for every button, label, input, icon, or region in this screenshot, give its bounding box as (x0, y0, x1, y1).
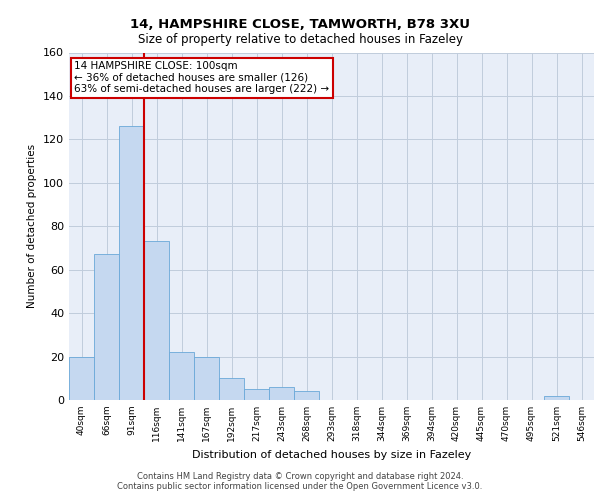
Bar (244, 389, 269, 400)
Y-axis label: Number of detached properties: Number of detached properties (28, 144, 37, 308)
Bar (294, 392, 319, 400)
Text: Contains public sector information licensed under the Open Government Licence v3: Contains public sector information licen… (118, 482, 482, 491)
Bar (194, 356, 219, 400)
Bar (144, 242, 169, 400)
Bar (219, 378, 244, 400)
Text: 14, HAMPSHIRE CLOSE, TAMWORTH, B78 3XU: 14, HAMPSHIRE CLOSE, TAMWORTH, B78 3XU (130, 18, 470, 30)
Bar (119, 126, 144, 400)
Bar (269, 387, 294, 400)
Text: Size of property relative to detached houses in Fazeley: Size of property relative to detached ho… (137, 32, 463, 46)
Bar (69, 356, 94, 400)
Text: Contains HM Land Registry data © Crown copyright and database right 2024.: Contains HM Land Registry data © Crown c… (137, 472, 463, 481)
Bar (94, 254, 119, 400)
Text: 14 HAMPSHIRE CLOSE: 100sqm
← 36% of detached houses are smaller (126)
63% of sem: 14 HAMPSHIRE CLOSE: 100sqm ← 36% of deta… (74, 61, 329, 94)
Bar (544, 396, 569, 400)
Bar (169, 352, 194, 400)
X-axis label: Distribution of detached houses by size in Fazeley: Distribution of detached houses by size … (192, 450, 471, 460)
